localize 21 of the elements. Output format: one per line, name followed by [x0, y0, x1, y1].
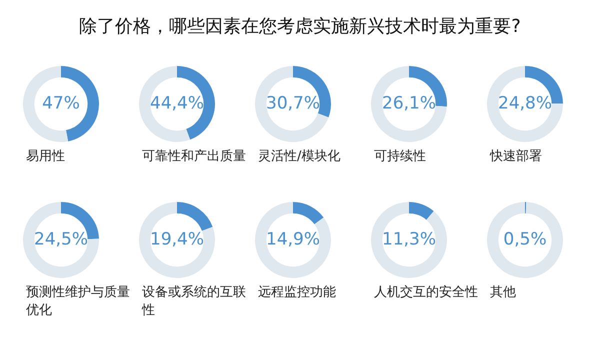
text: 除了价格，哪些因素在您考虑实施新兴技术时最为重要?	[78, 15, 522, 38]
text: 可靠性和产出质量	[142, 148, 247, 166]
data-label: 26,1%	[382, 93, 436, 114]
text: 预测性维护与质量优化	[26, 284, 131, 320]
data-label: 19,4%	[150, 229, 204, 250]
text: 人机交互的安全性	[374, 284, 479, 302]
data-label: 11,3%	[382, 229, 436, 250]
data-label: 0,5%	[503, 229, 547, 250]
text: 可持续性	[374, 148, 427, 166]
data-label: 14,9%	[266, 229, 320, 250]
text: 易用性	[26, 148, 66, 166]
data-label: 30,7%	[266, 93, 320, 114]
data-label: 24,8%	[498, 93, 552, 114]
text: 设备或系统的互联性	[142, 284, 247, 320]
text: 其他	[490, 284, 517, 302]
text: 灵活性/模块化	[258, 148, 342, 166]
data-label: 44,4%	[150, 93, 204, 114]
data-label: 24,5%	[34, 229, 88, 250]
text: 快速部署	[490, 148, 543, 166]
text: 远程监控功能	[258, 284, 337, 302]
data-label: 47%	[42, 93, 80, 114]
